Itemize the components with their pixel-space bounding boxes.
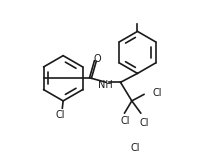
Text: NH: NH [98, 80, 112, 90]
Text: Cl: Cl [152, 88, 161, 98]
Text: Cl: Cl [121, 116, 130, 126]
Text: Cl: Cl [55, 110, 65, 120]
Text: Cl: Cl [140, 118, 150, 128]
Text: O: O [93, 54, 101, 64]
Text: Cl: Cl [130, 143, 140, 153]
